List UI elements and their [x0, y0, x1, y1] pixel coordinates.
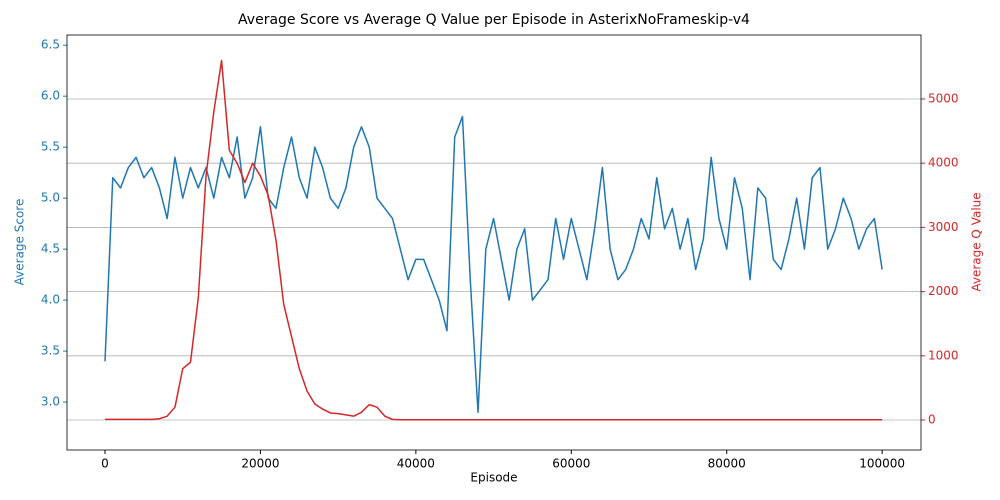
y-tick-label: 4.5: [41, 242, 60, 256]
y-tick-label: 3.5: [41, 344, 60, 358]
x-tick-label: 40000: [397, 457, 435, 471]
series-line: [104, 115, 883, 414]
y-tick-label: 4.0: [41, 293, 60, 307]
x-tick-label: 20000: [241, 457, 279, 471]
plot-frame: [66, 34, 922, 451]
x-axis-label: Episode: [470, 471, 517, 485]
y-tick-label: 5.0: [41, 191, 60, 205]
y2-tick-label: 4000: [928, 156, 959, 170]
y-tick-label: 5.5: [41, 140, 60, 154]
series-line: [105, 59, 883, 421]
y-tick-label: 6.5: [41, 38, 60, 52]
y2-tick-label: 1000: [928, 348, 959, 362]
y2-tick-label: 0: [928, 413, 936, 427]
x-tick-label: 100000: [859, 457, 905, 471]
x-tick-label: 80000: [708, 457, 746, 471]
y-tick-label: 3.0: [41, 395, 60, 409]
y2-tick-label: 5000: [928, 92, 959, 106]
x-tick-label: 0: [101, 457, 109, 471]
y-tick-label: 6.0: [41, 89, 60, 103]
y2-axis-label: Average Q Value: [970, 192, 984, 291]
x-tick-label: 60000: [552, 457, 590, 471]
y2-tick-label: 2000: [928, 284, 959, 298]
y-axis-label: Average Score: [13, 199, 27, 286]
y2-tick-label: 3000: [928, 220, 959, 234]
chart-title: Average Score vs Average Q Value per Epi…: [238, 12, 750, 28]
